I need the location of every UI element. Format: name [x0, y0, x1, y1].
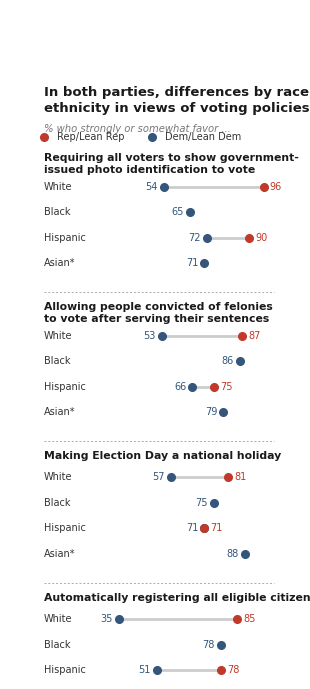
- Text: 71: 71: [186, 258, 198, 268]
- Text: % who strongly or somewhat favor ...: % who strongly or somewhat favor ...: [43, 124, 230, 134]
- Text: 71: 71: [210, 524, 223, 533]
- Text: 78: 78: [227, 665, 239, 675]
- Text: 75: 75: [195, 498, 208, 508]
- Text: Dem/Lean Dem: Dem/Lean Dem: [165, 132, 241, 143]
- Text: 81: 81: [234, 473, 246, 482]
- Text: Asian*: Asian*: [43, 407, 75, 417]
- Text: Making Election Day a national holiday: Making Election Day a national holiday: [43, 451, 281, 461]
- Text: Asian*: Asian*: [43, 258, 75, 268]
- Text: 85: 85: [243, 614, 256, 624]
- Text: Asian*: Asian*: [43, 549, 75, 559]
- Text: Hispanic: Hispanic: [43, 382, 86, 391]
- Text: 90: 90: [255, 233, 268, 243]
- Text: Requiring all voters to show government-
issued photo identification to vote: Requiring all voters to show government-…: [43, 153, 299, 175]
- Text: White: White: [43, 473, 72, 482]
- Text: White: White: [43, 182, 72, 192]
- Text: 86: 86: [222, 356, 234, 367]
- Text: Rep/Lean Rep: Rep/Lean Rep: [57, 132, 124, 143]
- Text: Black: Black: [43, 639, 70, 650]
- Text: Hispanic: Hispanic: [43, 233, 86, 243]
- Text: 65: 65: [172, 207, 184, 217]
- Text: Hispanic: Hispanic: [43, 524, 86, 533]
- Text: Allowing people convicted of felonies
to vote after serving their sentences: Allowing people convicted of felonies to…: [43, 302, 272, 324]
- Text: Automatically registering all eligible citizens to vote: Automatically registering all eligible c…: [43, 593, 310, 602]
- Text: 71: 71: [186, 524, 198, 533]
- Text: 35: 35: [101, 614, 113, 624]
- Text: 96: 96: [269, 182, 282, 192]
- Text: 87: 87: [248, 331, 261, 341]
- Text: 78: 78: [202, 639, 215, 650]
- Text: 66: 66: [174, 382, 187, 391]
- Text: Hispanic: Hispanic: [43, 665, 86, 675]
- Text: 54: 54: [146, 182, 158, 192]
- Text: Black: Black: [43, 207, 70, 217]
- Text: 53: 53: [143, 331, 156, 341]
- Text: Black: Black: [43, 498, 70, 508]
- Text: 51: 51: [139, 665, 151, 675]
- Text: 88: 88: [226, 549, 239, 559]
- Text: Black: Black: [43, 356, 70, 367]
- Text: 75: 75: [220, 382, 232, 391]
- Text: White: White: [43, 614, 72, 624]
- Text: 72: 72: [188, 233, 201, 243]
- Text: White: White: [43, 331, 72, 341]
- Text: 57: 57: [153, 473, 165, 482]
- Text: In both parties, differences by race,
ethnicity in views of voting policies: In both parties, differences by race, et…: [43, 86, 310, 115]
- Text: 79: 79: [205, 407, 217, 417]
